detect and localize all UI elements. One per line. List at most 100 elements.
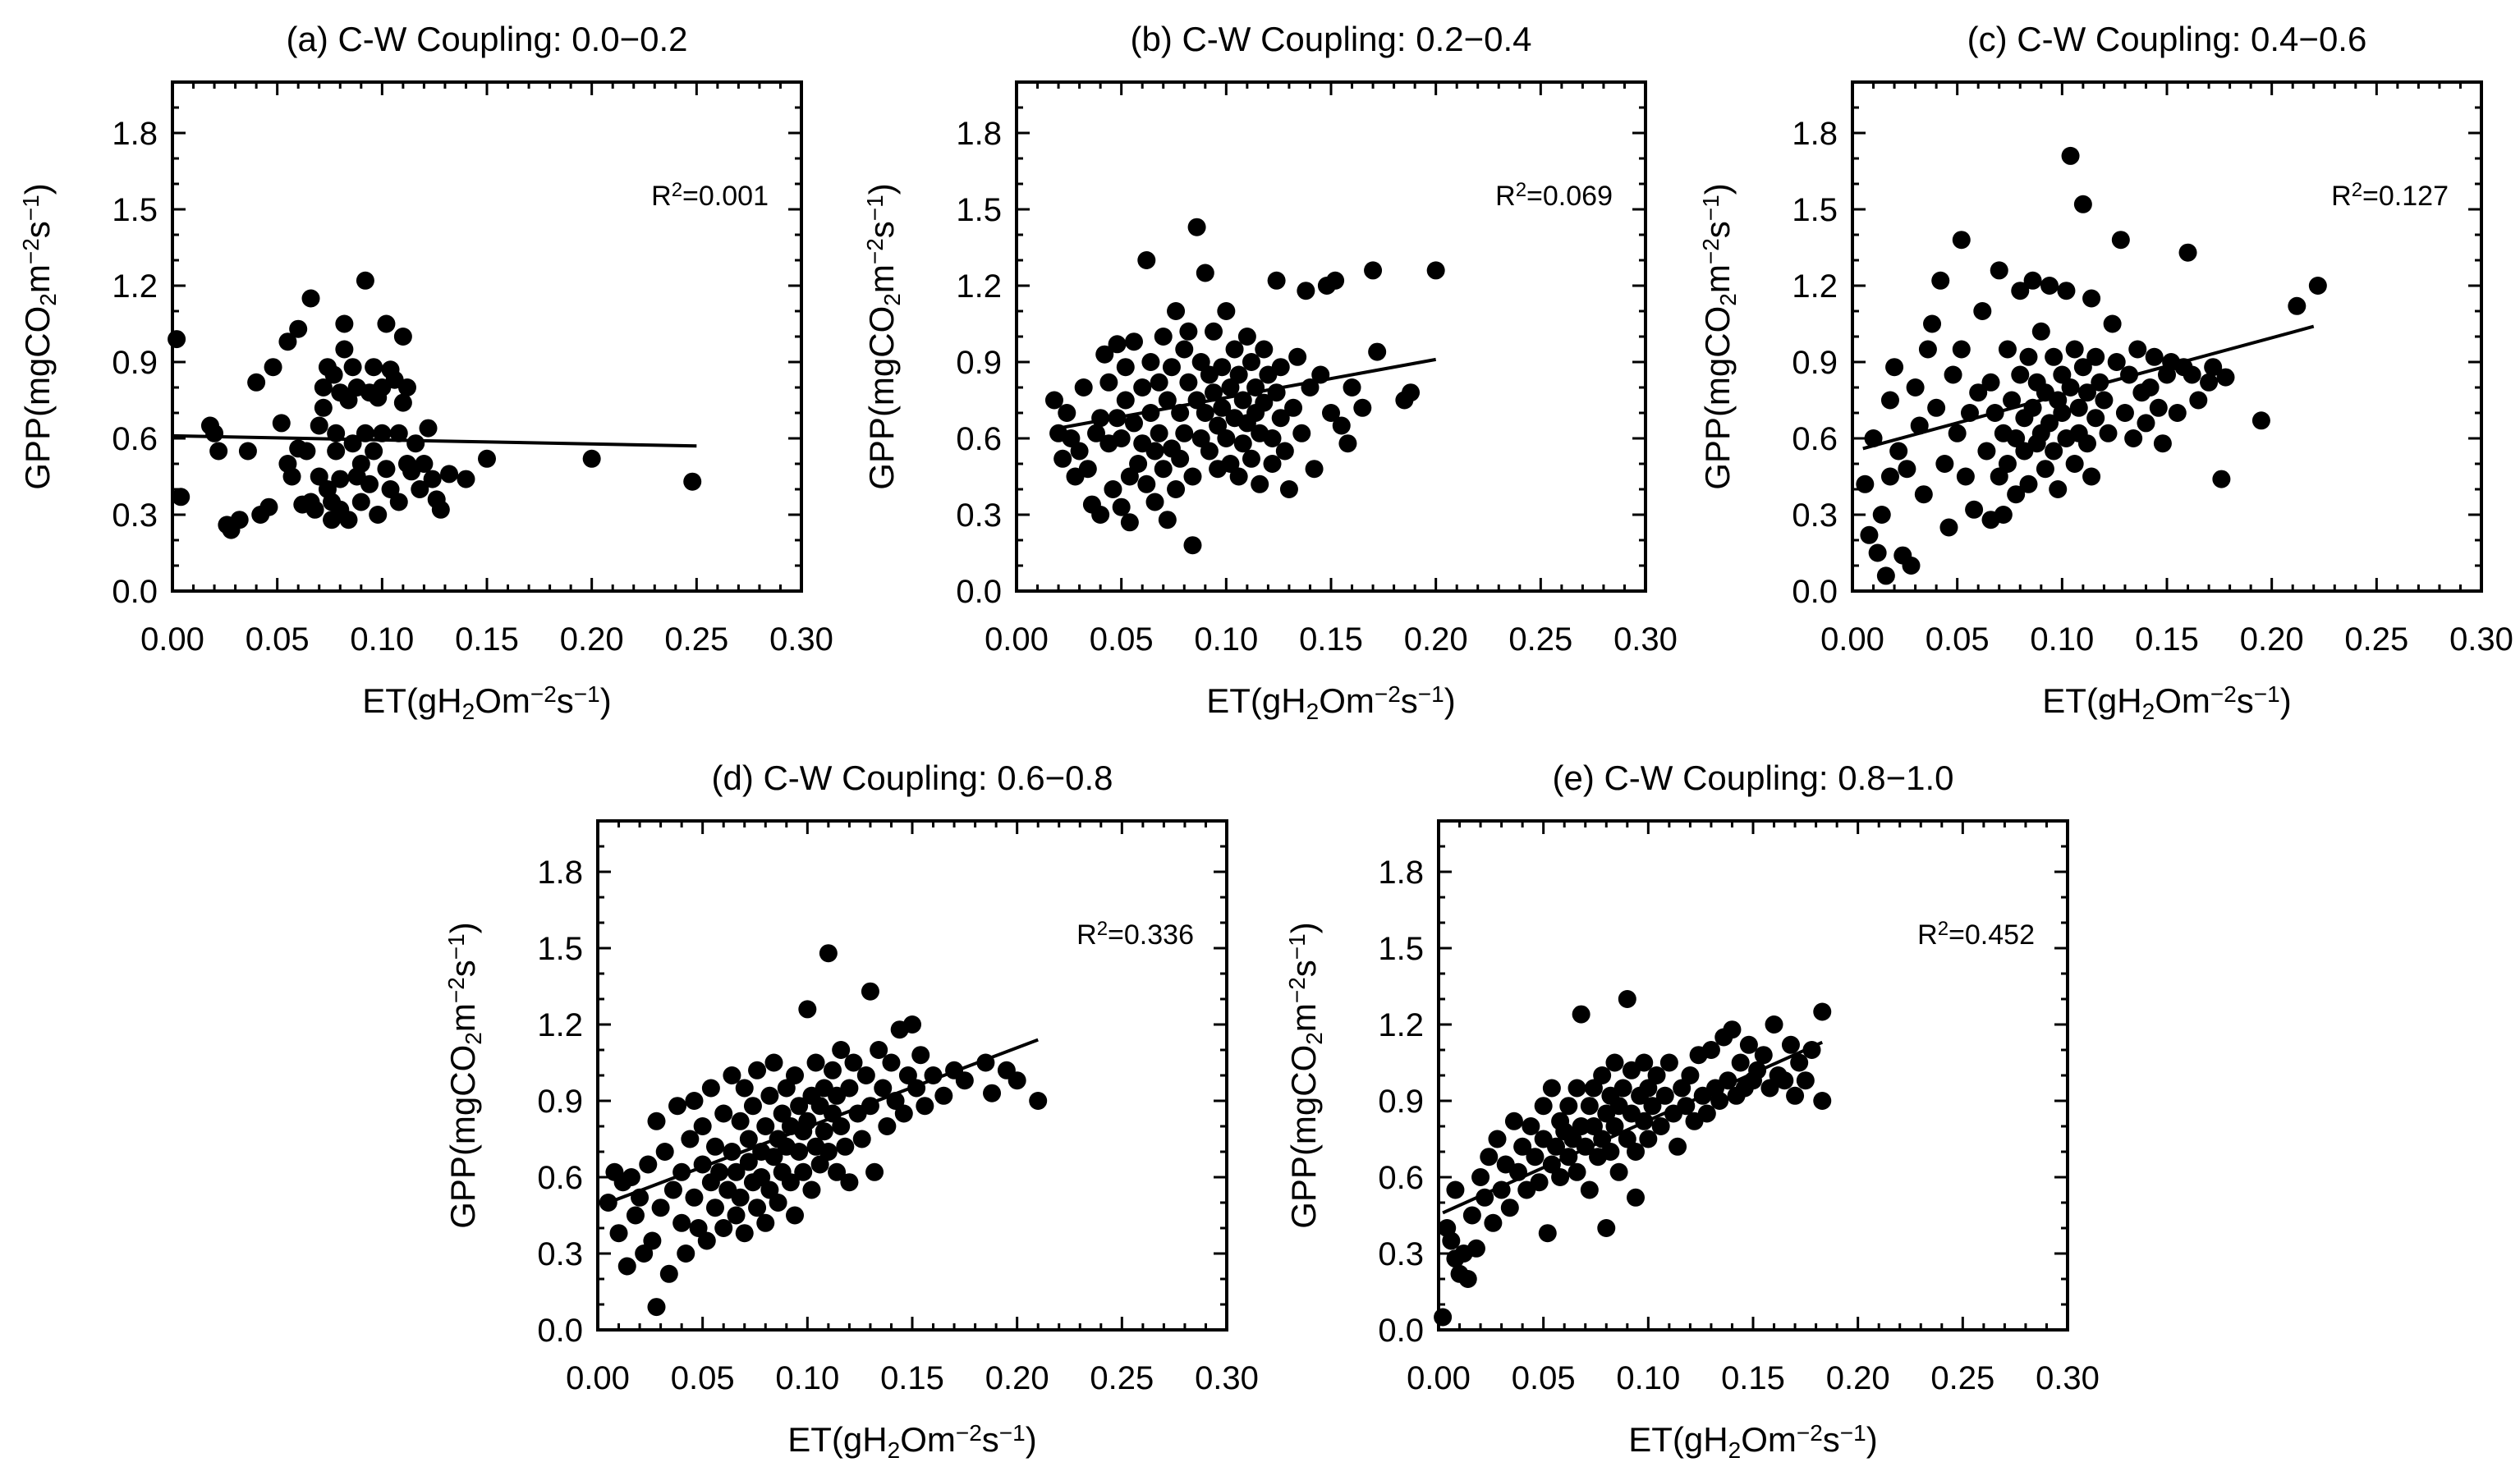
data-point <box>710 1162 729 1181</box>
data-point <box>365 442 383 461</box>
data-point <box>1233 434 1252 453</box>
data-point <box>790 1097 809 1116</box>
data-point <box>2069 398 2088 417</box>
r-squared-superscript: 2 <box>672 179 682 201</box>
data-point <box>1898 460 1916 479</box>
x-tick-label: 0.05 <box>1926 621 1990 658</box>
x-tick-label: 0.25 <box>1508 621 1572 658</box>
r-squared-value: =0.336 <box>1108 919 1194 951</box>
data-point <box>723 1066 741 1084</box>
y-tick-label: 0.3 <box>537 1236 583 1272</box>
data-point <box>1187 218 1206 236</box>
x-label-superscript: −1 <box>574 681 600 707</box>
data-point <box>1402 383 1421 402</box>
data-point <box>1568 1162 1586 1181</box>
data-point <box>1790 1053 1809 1072</box>
y-axis-label: GPP(mgCO2m−2s−1) <box>1698 183 1741 489</box>
r-squared-label: R2=0.069 <box>1495 179 1613 212</box>
data-point <box>1584 1117 1603 1135</box>
data-point <box>1205 383 1223 402</box>
data-point <box>1145 493 1164 511</box>
y-axis-label: GPP(mgCO2m−2s−1) <box>18 183 61 489</box>
y-label-text: ) <box>862 183 901 195</box>
data-point <box>1458 1270 1477 1288</box>
x-label-subscript: 2 <box>1728 1437 1742 1463</box>
data-point <box>802 1180 821 1199</box>
y-label-text: ) <box>18 183 57 195</box>
r-squared-superscript: 2 <box>1097 918 1108 940</box>
data-point <box>2107 353 2126 371</box>
data-point <box>1739 1035 1758 1054</box>
data-point <box>389 424 408 442</box>
data-point <box>1158 511 1177 529</box>
y-tick-label: 1.8 <box>1792 116 1838 152</box>
data-point <box>1183 536 1202 555</box>
data-point <box>2128 340 2147 359</box>
data-point <box>1813 1092 1832 1110</box>
data-point <box>844 1053 863 1072</box>
data-point <box>310 467 328 486</box>
x-tick-label: 0.00 <box>985 621 1049 658</box>
x-tick-label: 0.25 <box>1930 1360 1994 1396</box>
x-label-text: ET(gH <box>2042 681 2141 720</box>
data-point <box>2040 414 2059 433</box>
data-point <box>1973 302 1992 320</box>
data-point <box>760 1086 779 1105</box>
data-point <box>1120 513 1139 532</box>
data-point <box>790 1143 809 1161</box>
data-point <box>852 1130 871 1148</box>
x-tick-label: 0.30 <box>1195 1360 1259 1396</box>
x-tick-label: 0.20 <box>1826 1360 1890 1396</box>
data-point <box>735 1224 754 1243</box>
data-point <box>1145 442 1164 461</box>
r-squared-symbol: R <box>2331 181 2352 212</box>
data-point <box>377 314 396 333</box>
data-point <box>1133 378 1152 397</box>
data-point <box>2003 391 2022 410</box>
data-point <box>1158 391 1177 410</box>
r-squared-superscript: 2 <box>2352 179 2362 201</box>
data-point <box>2149 398 2168 417</box>
data-point <box>781 1173 800 1192</box>
y-label-subscript: 2 <box>461 1032 486 1045</box>
data-point <box>1275 442 1294 461</box>
data-point <box>1175 340 1194 359</box>
data-point <box>1651 1117 1670 1135</box>
x-tick-label: 0.10 <box>2030 621 2094 658</box>
data-point <box>2082 289 2101 308</box>
data-point <box>647 1112 666 1130</box>
x-tick-label: 0.05 <box>671 1360 735 1396</box>
x-tick-label: 0.30 <box>1613 621 1678 658</box>
data-point <box>335 314 354 333</box>
data-point <box>1605 1053 1624 1072</box>
regression-line <box>1442 1040 1824 1215</box>
x-label-superscript: −1 <box>999 1420 1026 1446</box>
data-point <box>2168 404 2187 422</box>
y-label-text: s <box>862 221 901 238</box>
data-point <box>1513 1137 1532 1156</box>
data-point <box>1255 340 1274 359</box>
data-point <box>1353 398 1372 417</box>
data-point <box>297 442 316 461</box>
panel-title: (a) C-W Coupling: 0.0−0.2 <box>286 20 687 58</box>
data-point <box>205 424 224 442</box>
x-label-superscript: −2 <box>530 681 557 707</box>
x-tick-label: 0.10 <box>1194 621 1258 658</box>
y-tick-label: 0.0 <box>956 574 1002 610</box>
scatter-points <box>1044 218 1445 555</box>
x-tick-label: 0.00 <box>1820 621 1884 658</box>
data-point <box>685 1188 704 1207</box>
data-point <box>1171 449 1190 468</box>
x-label-subscript: 2 <box>888 1437 901 1463</box>
data-point <box>1332 416 1351 435</box>
data-point <box>301 289 320 308</box>
data-point <box>2036 460 2054 479</box>
data-point <box>786 1206 805 1225</box>
y-tick-label: 1.2 <box>956 268 1002 305</box>
data-point <box>1760 1079 1779 1098</box>
data-point <box>1813 1002 1832 1021</box>
data-point <box>663 1180 682 1199</box>
data-point <box>2065 340 2084 359</box>
data-point <box>1221 378 1240 397</box>
data-point <box>819 1143 838 1161</box>
